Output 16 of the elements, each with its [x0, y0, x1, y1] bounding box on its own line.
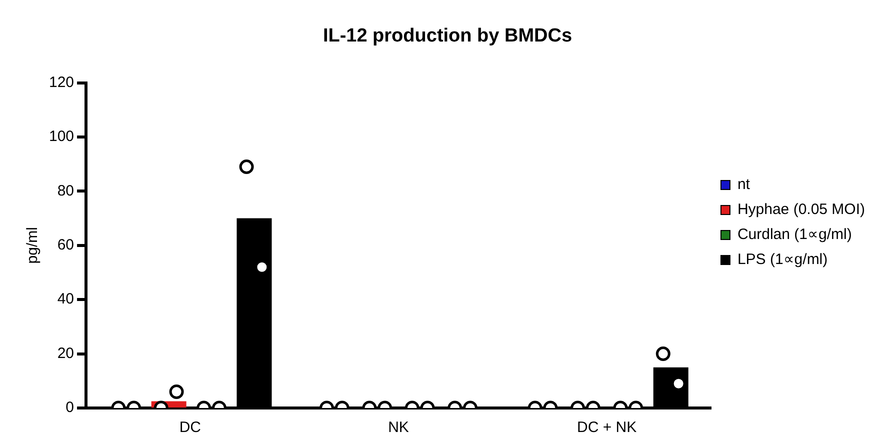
y-tick-label: 60 [57, 236, 74, 254]
legend-label: LPS (1∝g/ml) [737, 251, 828, 268]
x-tick-label: DC [179, 419, 202, 436]
y-tick-label: 100 [48, 128, 74, 146]
y-axis-title: pg/ml [24, 227, 42, 264]
legend-label: Curdlan (1∝g/ml) [737, 226, 852, 244]
y-tick-label: 40 [57, 290, 74, 308]
x-tick-label: DC + NK [576, 419, 637, 436]
y-tick-label: 80 [57, 182, 74, 200]
y-tick-label: 120 [48, 74, 74, 91]
x-tick-label: NK [388, 419, 409, 436]
y-tick-label: 20 [57, 344, 74, 362]
chart-title: IL-12 production by BMDCs [322, 26, 572, 47]
legend-label: Hyphae (0.05 MOI) [737, 201, 866, 218]
y-tick-label: 0 [66, 399, 74, 416]
legend-label: nt [737, 176, 751, 194]
